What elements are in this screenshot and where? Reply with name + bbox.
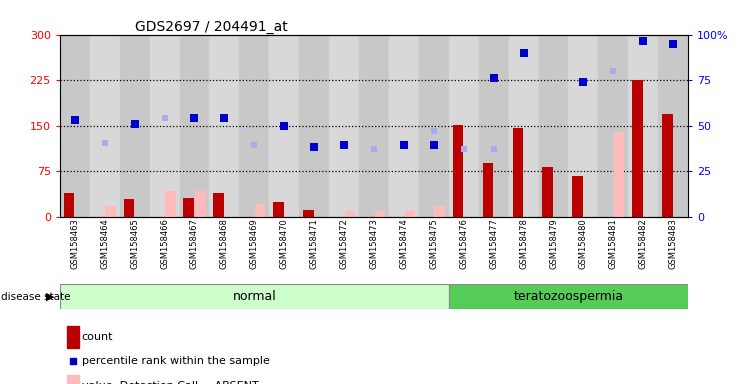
Bar: [180, 35, 209, 217]
Point: [458, 146, 470, 152]
Bar: [67, 326, 79, 348]
Bar: [628, 35, 658, 217]
Bar: [658, 35, 688, 217]
Text: count: count: [82, 332, 114, 342]
Text: percentile rank within the sample: percentile rank within the sample: [82, 356, 270, 366]
Point: [99, 140, 111, 146]
Point: [308, 144, 320, 150]
Bar: [105, 206, 116, 217]
Bar: [598, 35, 628, 217]
Bar: [539, 35, 568, 217]
Point: [428, 127, 440, 134]
Bar: [60, 284, 449, 309]
Bar: [632, 80, 643, 217]
Bar: [64, 193, 74, 217]
Point: [368, 146, 380, 152]
Bar: [165, 192, 176, 217]
Point: [129, 121, 141, 127]
Bar: [449, 284, 688, 309]
Bar: [150, 35, 180, 217]
Point: [188, 116, 200, 122]
Bar: [359, 35, 389, 217]
Bar: [269, 35, 299, 217]
Bar: [389, 35, 419, 217]
Bar: [123, 199, 134, 217]
Bar: [435, 206, 445, 217]
Point: [667, 41, 679, 47]
Bar: [209, 35, 239, 217]
Point: [278, 123, 290, 129]
Point: [488, 75, 500, 81]
Text: value, Detection Call = ABSENT: value, Detection Call = ABSENT: [82, 381, 259, 384]
Bar: [419, 35, 449, 217]
Text: normal: normal: [233, 290, 276, 303]
Text: disease state: disease state: [1, 291, 70, 302]
Bar: [449, 35, 479, 217]
Point: [518, 50, 530, 56]
Point: [248, 142, 260, 148]
Bar: [482, 164, 493, 217]
Bar: [183, 197, 194, 217]
Point: [67, 358, 79, 364]
Bar: [273, 202, 283, 217]
Point: [488, 146, 500, 152]
Bar: [479, 35, 509, 217]
Point: [159, 116, 171, 122]
Bar: [572, 175, 583, 217]
Bar: [303, 210, 313, 217]
Bar: [299, 35, 329, 217]
Text: teratozoospermia: teratozoospermia: [513, 290, 624, 303]
Bar: [614, 132, 625, 217]
Point: [338, 142, 350, 148]
Bar: [60, 35, 90, 217]
Point: [607, 68, 619, 74]
Bar: [568, 35, 598, 217]
Text: GDS2697 / 204491_at: GDS2697 / 204491_at: [135, 20, 288, 33]
Point: [428, 142, 440, 148]
Bar: [255, 204, 266, 217]
Point: [69, 117, 81, 123]
Bar: [90, 35, 120, 217]
Bar: [345, 211, 355, 217]
Bar: [375, 211, 385, 217]
Point: [637, 38, 649, 44]
Bar: [329, 35, 359, 217]
Bar: [67, 375, 79, 384]
Point: [577, 79, 589, 85]
Bar: [405, 210, 415, 217]
Bar: [509, 35, 539, 217]
Bar: [239, 35, 269, 217]
Text: ▶: ▶: [46, 291, 55, 302]
Bar: [542, 167, 553, 217]
Bar: [662, 114, 672, 217]
Bar: [213, 193, 224, 217]
Point: [398, 142, 410, 148]
Bar: [195, 192, 206, 217]
Bar: [120, 35, 150, 217]
Bar: [453, 124, 463, 217]
Point: [218, 116, 230, 122]
Bar: [512, 127, 523, 217]
